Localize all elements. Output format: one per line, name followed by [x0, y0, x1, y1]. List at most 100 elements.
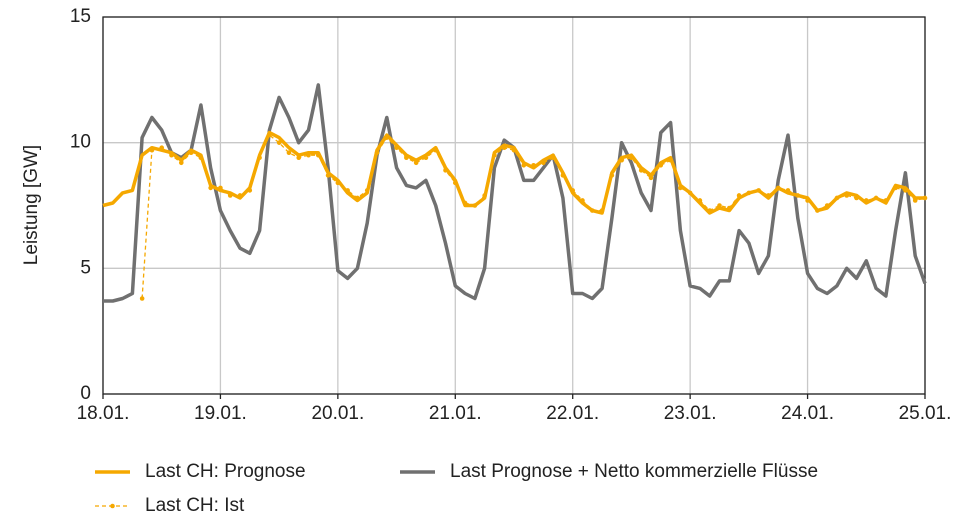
y-tick-label: 0 [80, 383, 91, 404]
data-point [188, 150, 194, 156]
data-point [452, 180, 458, 186]
data-point [296, 155, 302, 161]
data-point [315, 152, 321, 158]
y-tick-label: 5 [80, 257, 91, 278]
data-point [276, 140, 282, 145]
data-point [413, 160, 419, 166]
data-point [766, 193, 771, 198]
data-point [736, 193, 742, 198]
data-point [227, 193, 233, 198]
x-tick-label: 25.01. [899, 403, 952, 424]
legend-label: Last Prognose + Netto kommerzielle Flüss… [450, 461, 818, 482]
data-point [795, 193, 801, 198]
data-point [433, 147, 439, 153]
data-point [149, 147, 155, 153]
x-tick-label: 18.01. [77, 403, 130, 424]
data-point [697, 198, 703, 203]
data-point [325, 173, 331, 178]
data-point [355, 195, 360, 201]
y-tick-label: 15 [70, 6, 91, 27]
data-point [159, 145, 165, 150]
data-point [237, 193, 243, 198]
data-point [903, 188, 908, 193]
data-point [462, 200, 468, 206]
data-point [364, 188, 370, 193]
x-tick-label: 23.01. [664, 403, 717, 424]
data-point [658, 162, 664, 168]
data-point [345, 188, 350, 193]
data-point [805, 198, 810, 203]
data-point [589, 208, 595, 213]
data-point [472, 203, 478, 208]
data-point [893, 185, 898, 191]
data-point [384, 135, 390, 140]
data-point [198, 155, 204, 161]
x-tick-label: 21.01. [429, 403, 482, 424]
data-point [717, 203, 722, 208]
data-point [599, 208, 605, 213]
data-point [247, 188, 253, 193]
data-point [668, 157, 673, 163]
legend-marker [110, 503, 115, 509]
data-point [511, 147, 517, 153]
data-point [541, 160, 546, 166]
data-point [394, 145, 399, 150]
data-point [139, 296, 145, 301]
legend-label: Last CH: Ist [145, 495, 245, 516]
data-point [629, 155, 634, 161]
data-point [824, 203, 830, 208]
x-tick-label: 24.01. [781, 403, 834, 424]
data-point [873, 195, 879, 201]
data-point [707, 208, 713, 213]
data-point [912, 198, 918, 203]
data-point [775, 185, 781, 191]
data-point [834, 195, 840, 201]
data-point [178, 160, 184, 166]
data-point [550, 155, 556, 161]
y-tick-label: 10 [70, 132, 91, 153]
series-line [102, 130, 925, 215]
y-axis-label: Leistung [GW] [21, 145, 42, 265]
data-point [785, 188, 791, 193]
data-point [521, 162, 527, 168]
data-point [609, 173, 615, 178]
data-point [854, 195, 859, 201]
data-point [863, 198, 869, 203]
data-point [286, 150, 292, 156]
data-point [257, 155, 262, 161]
data-point [580, 198, 585, 203]
data-point [443, 168, 448, 173]
data-point [815, 208, 820, 213]
x-tick-label: 20.01. [311, 403, 364, 424]
x-tick-label: 19.01. [194, 403, 247, 424]
data-point [756, 188, 761, 193]
data-point [267, 132, 272, 138]
data-point [883, 198, 889, 203]
data-point [501, 145, 507, 150]
data-point [482, 193, 487, 198]
data-point [619, 157, 624, 163]
data-point [726, 205, 732, 211]
data-point [638, 168, 644, 173]
plot-frame [102, 16, 926, 395]
data-point [335, 180, 341, 186]
data-point [570, 188, 576, 193]
data-point [423, 155, 429, 161]
data-point [746, 190, 752, 196]
data-point [492, 152, 497, 158]
data-point [678, 185, 683, 191]
data-point [922, 195, 928, 201]
data-point [218, 185, 223, 191]
data-point [208, 185, 213, 191]
data-point [560, 173, 566, 178]
data-point [531, 162, 536, 168]
x-tick-label: 22.01. [546, 403, 599, 424]
data-point [306, 152, 311, 158]
data-point [648, 175, 654, 181]
data-point [169, 152, 174, 158]
legend-label: Last CH: Prognose [145, 461, 306, 482]
data-point [404, 155, 409, 161]
data-point [374, 150, 380, 156]
data-point [844, 193, 850, 198]
